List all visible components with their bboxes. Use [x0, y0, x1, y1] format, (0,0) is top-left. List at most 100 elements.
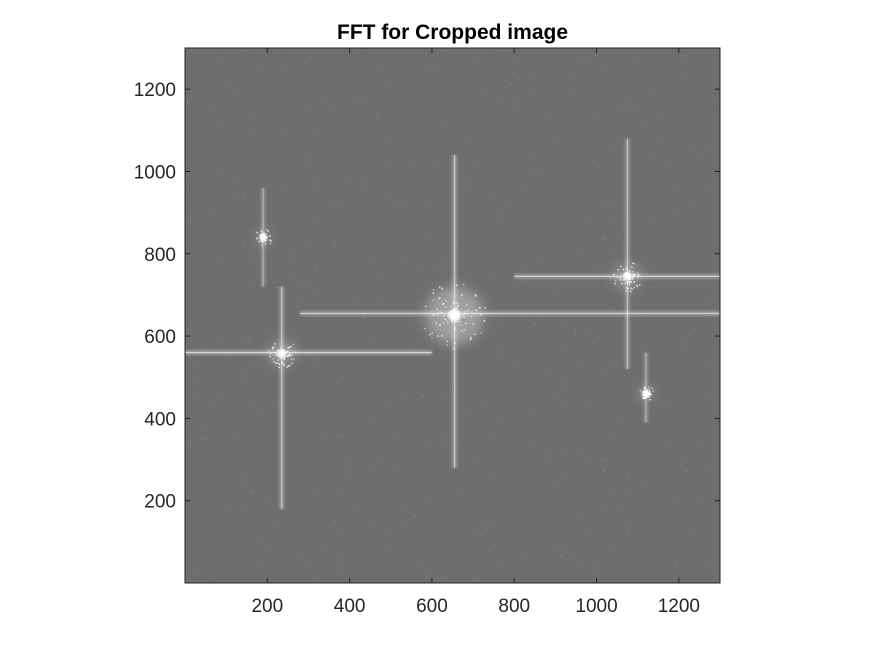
noise-speck: [397, 341, 399, 343]
noise-speck: [554, 331, 556, 333]
noise-speck: [508, 52, 510, 54]
noise-speck: [384, 84, 386, 86]
noise-speck: [588, 375, 590, 377]
noise-speck: [655, 542, 657, 544]
noise-speck: [231, 547, 233, 549]
noise-speck: [204, 438, 206, 440]
noise-speck: [225, 194, 227, 196]
noise-speck: [250, 522, 252, 524]
peak-speck: [432, 289, 435, 291]
noise-speck: [557, 574, 559, 577]
noise-speck: [527, 395, 529, 397]
noise-speck: [613, 219, 615, 221]
noise-speck: [579, 451, 582, 453]
noise-speck: [631, 303, 633, 305]
noise-speck: [313, 219, 315, 221]
peak-speck: [452, 302, 455, 304]
peak-speck: [651, 387, 653, 390]
noise-speck: [257, 565, 259, 567]
peak-speck: [463, 329, 466, 331]
noise-speck: [395, 105, 397, 107]
noise-speck: [563, 133, 565, 135]
noise-speck: [402, 202, 404, 204]
noise-speck: [397, 429, 399, 431]
noise-speck: [704, 378, 706, 380]
noise-speck: [548, 372, 550, 375]
noise-speck: [623, 553, 625, 555]
noise-speck: [346, 446, 348, 448]
peak-speck: [265, 240, 268, 242]
noise-speck: [457, 440, 459, 442]
noise-speck: [435, 237, 437, 239]
noise-speck: [439, 167, 441, 170]
noise-speck: [215, 61, 217, 63]
peak-speck: [626, 282, 629, 284]
noise-speck: [296, 285, 298, 287]
noise-speck: [610, 429, 612, 431]
noise-speck: [681, 265, 684, 267]
noise-speck: [607, 333, 609, 335]
noise-speck: [437, 403, 439, 405]
noise-speck: [687, 349, 689, 351]
peak-speck: [623, 278, 625, 280]
noise-speck: [713, 106, 715, 108]
peak-speck: [474, 333, 476, 335]
peak-speck: [271, 347, 274, 350]
peak-speck: [470, 336, 472, 339]
noise-speck: [293, 114, 295, 116]
peak-speck: [270, 240, 272, 242]
noise-speck: [476, 531, 478, 533]
noise-speck: [547, 455, 550, 457]
noise-speck: [603, 215, 605, 217]
noise-speck: [613, 217, 615, 219]
noise-speck: [407, 523, 409, 525]
noise-speck: [394, 438, 397, 440]
noise-speck: [320, 433, 322, 435]
noise-speck: [504, 55, 506, 57]
noise-speck: [683, 376, 685, 379]
peak-speck: [439, 286, 441, 288]
noise-speck: [257, 102, 259, 104]
noise-speck: [563, 169, 566, 171]
noise-speck: [324, 74, 326, 76]
noise-speck: [526, 555, 529, 557]
noise-speck: [336, 499, 338, 501]
noise-speck: [480, 533, 482, 535]
noise-speck: [609, 82, 612, 84]
noise-speck: [230, 89, 232, 91]
peak-speck: [261, 240, 264, 243]
noise-speck: [598, 560, 600, 562]
noise-speck: [660, 401, 662, 404]
noise-speck: [230, 265, 232, 267]
noise-speck: [699, 101, 701, 103]
noise-speck: [423, 404, 425, 406]
peak-speck: [629, 270, 631, 272]
noise-speck: [520, 258, 522, 260]
noise-speck: [516, 360, 518, 362]
peak-speck: [264, 243, 267, 245]
noise-speck: [600, 507, 602, 510]
noise-speck: [250, 114, 252, 116]
noise-speck: [369, 280, 372, 282]
noise-speck: [634, 573, 636, 575]
noise-speck: [189, 220, 191, 222]
noise-speck: [300, 305, 303, 307]
noise-speck: [261, 109, 263, 111]
noise-speck: [576, 517, 578, 519]
noise-speck: [369, 422, 371, 424]
noise-speck: [369, 202, 371, 204]
noise-speck: [364, 64, 366, 66]
noise-speck: [488, 434, 490, 436]
noise-speck: [523, 281, 525, 284]
peak-speck: [459, 321, 462, 323]
noise-speck: [560, 388, 562, 390]
noise-speck: [652, 209, 654, 211]
peak-speck: [465, 322, 467, 325]
noise-speck: [320, 191, 323, 193]
noise-speck: [589, 460, 592, 463]
peak-speck: [432, 299, 434, 301]
noise-speck: [315, 489, 317, 491]
noise-speck: [485, 527, 488, 529]
noise-speck: [256, 472, 258, 474]
noise-speck: [302, 530, 304, 532]
